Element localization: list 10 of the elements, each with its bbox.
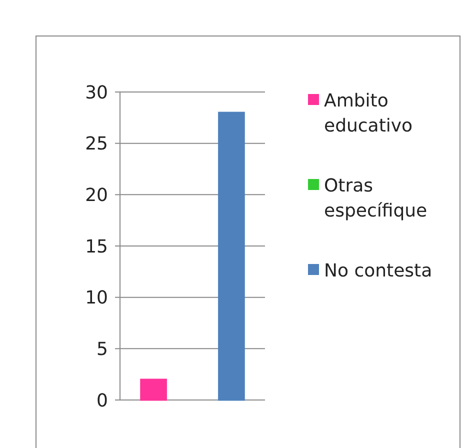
y-tick-label: 30 xyxy=(85,82,108,104)
y-tick-label: 0 xyxy=(96,390,108,412)
y-tick-label: 10 xyxy=(85,288,108,309)
legend-label: No contesta xyxy=(324,260,432,282)
legend-label: Ambito educativo xyxy=(324,90,413,136)
y-tick-label: 25 xyxy=(85,134,108,155)
y-tick-label: 5 xyxy=(96,338,108,360)
y-tick-label: 15 xyxy=(85,236,108,258)
y-tick-label: 20 xyxy=(85,184,108,206)
legend-label: Otras específique xyxy=(324,175,428,222)
